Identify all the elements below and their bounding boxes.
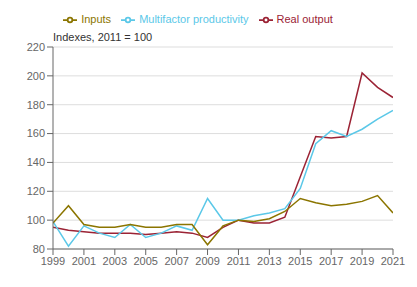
svg-text:200: 200 bbox=[27, 70, 45, 82]
svg-text:140: 140 bbox=[27, 156, 45, 168]
svg-text:2003: 2003 bbox=[103, 255, 127, 267]
svg-text:2011: 2011 bbox=[227, 255, 251, 267]
svg-text:1999: 1999 bbox=[41, 255, 65, 267]
html-text:Multifactor productivity: Multifactor productivity bbox=[139, 13, 249, 25]
svg-text:2009: 2009 bbox=[195, 255, 219, 267]
svg-text:80: 80 bbox=[33, 243, 45, 255]
html-text:Inputs: Inputs bbox=[81, 13, 112, 25]
svg-text:120: 120 bbox=[27, 185, 45, 197]
html-text:Real output: Real output bbox=[276, 13, 333, 25]
svg-text:2021: 2021 bbox=[381, 255, 405, 267]
svg-text:220: 220 bbox=[27, 41, 45, 53]
svg-text:180: 180 bbox=[27, 99, 45, 111]
svg-text:2019: 2019 bbox=[350, 255, 374, 267]
svg-text:100: 100 bbox=[27, 214, 45, 226]
svg-text:2007: 2007 bbox=[164, 255, 188, 267]
svg-text:2015: 2015 bbox=[288, 255, 312, 267]
svg-text:160: 160 bbox=[27, 127, 45, 139]
html-text:Indexes, 2011 = 100: Indexes, 2011 = 100 bbox=[53, 31, 153, 43]
svg-text:2013: 2013 bbox=[257, 255, 281, 267]
svg-text:2005: 2005 bbox=[133, 255, 157, 267]
svg-text:2017: 2017 bbox=[319, 255, 343, 267]
svg-text:2001: 2001 bbox=[72, 255, 96, 267]
